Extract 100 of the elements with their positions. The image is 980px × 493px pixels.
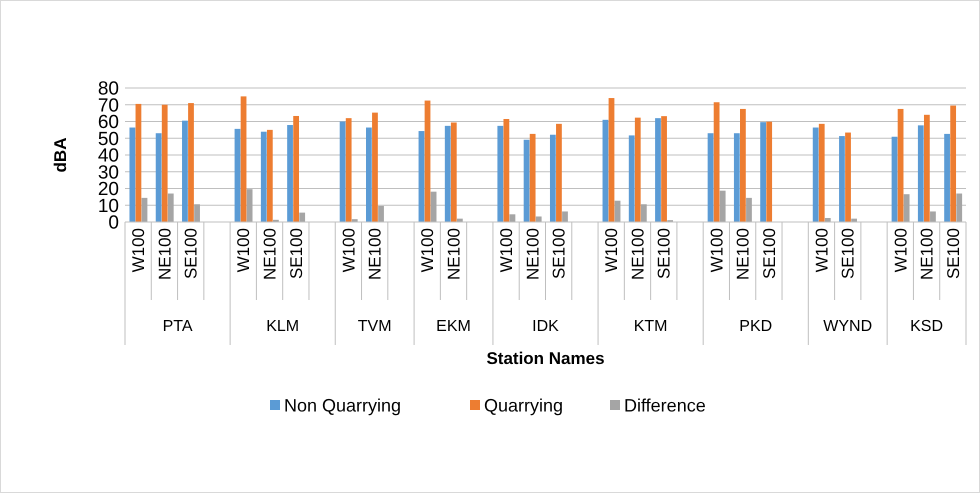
x-tick-label: NE100 <box>628 228 648 280</box>
x-tick-label: W100 <box>497 228 516 272</box>
bar <box>845 132 851 222</box>
text: KSD <box>910 318 944 335</box>
text: IDK <box>532 318 560 335</box>
x-tick-label: NE100 <box>366 228 385 280</box>
bar <box>266 130 273 222</box>
bar <box>168 194 174 222</box>
text: KLM <box>266 318 300 335</box>
bar <box>740 108 746 222</box>
bar <box>136 104 142 222</box>
bar <box>240 96 246 222</box>
x-tick-label: NE100 <box>918 228 937 280</box>
x-tick-label: W100 <box>602 228 622 272</box>
bar <box>640 204 647 222</box>
bar <box>430 192 436 222</box>
x-tick-label: SE100 <box>550 228 569 280</box>
bar <box>287 125 293 222</box>
x-axis-title: Station Names <box>486 349 605 368</box>
legend-label: Difference <box>624 395 706 416</box>
x-tick-label: NE100 <box>260 228 280 280</box>
bar <box>924 114 930 222</box>
bar <box>904 194 910 222</box>
bar <box>346 118 352 222</box>
bar <box>260 132 267 222</box>
bar <box>930 211 936 222</box>
bar <box>818 124 825 222</box>
bar <box>708 133 714 222</box>
bar <box>293 116 300 222</box>
x-tick-label: NE100 <box>155 228 174 280</box>
bar <box>299 212 306 222</box>
bar <box>444 126 451 222</box>
text: PTA <box>162 318 193 335</box>
text: WYND <box>823 318 872 335</box>
bar <box>524 140 530 222</box>
text: EKM <box>436 318 471 335</box>
bar <box>720 190 726 222</box>
bar <box>608 98 614 222</box>
x-tick-label: W100 <box>129 228 148 272</box>
bar <box>760 122 766 222</box>
bar <box>234 128 240 222</box>
bar <box>550 134 556 222</box>
bar <box>661 116 667 222</box>
bar <box>950 106 956 222</box>
x-tick-label: SE100 <box>760 228 779 280</box>
bar <box>456 218 463 222</box>
x-tick-label: W100 <box>234 228 254 272</box>
x-tick-label: W100 <box>812 228 832 272</box>
bar <box>766 122 772 222</box>
bar <box>418 131 424 222</box>
x-tick-label: SE100 <box>944 228 963 280</box>
x-tick-label: NE100 <box>523 228 542 280</box>
bar <box>246 189 253 222</box>
bar <box>194 204 200 222</box>
bar <box>556 124 562 222</box>
y-axis-title: dBA <box>51 138 70 172</box>
legend-label: Quarrying <box>484 395 564 416</box>
bar <box>366 128 372 222</box>
bar <box>424 100 430 222</box>
bar <box>497 126 504 222</box>
bar <box>162 104 168 222</box>
bar <box>530 134 536 222</box>
bar <box>156 133 162 222</box>
text: KTM <box>634 318 668 335</box>
x-tick-label: W100 <box>418 228 438 272</box>
bar <box>562 211 568 222</box>
bar <box>655 118 661 222</box>
x-tick-label: NE100 <box>734 228 753 280</box>
bar <box>142 198 148 222</box>
x-tick-label: W100 <box>339 228 358 272</box>
bar <box>372 112 378 222</box>
bar <box>851 218 857 222</box>
bar <box>956 194 962 222</box>
bar <box>614 200 620 222</box>
bar <box>746 198 752 222</box>
x-tick-label: W100 <box>891 228 910 272</box>
x-tick-label: NE100 <box>444 228 464 280</box>
text: PKD <box>739 318 772 335</box>
bar <box>602 120 608 222</box>
bar <box>944 134 950 222</box>
x-tick-label: SE100 <box>838 228 858 280</box>
bar <box>734 133 740 222</box>
legend-label: Non Quarrying <box>284 395 402 416</box>
bar <box>450 122 457 222</box>
bar <box>628 135 635 222</box>
bar <box>510 214 516 222</box>
x-tick-label: SE100 <box>182 228 201 280</box>
bar <box>188 103 194 222</box>
y-tick-label: 0 <box>108 212 119 234</box>
x-tick-label: SE100 <box>286 228 306 280</box>
bar <box>129 128 136 222</box>
text: TVM <box>358 318 392 335</box>
bar <box>714 102 720 222</box>
bar <box>898 108 904 222</box>
x-tick-label: SE100 <box>654 228 674 280</box>
x-tick-label: W100 <box>707 228 726 272</box>
bar <box>503 118 510 222</box>
bar <box>182 120 188 222</box>
bar <box>634 118 641 222</box>
bar <box>378 206 384 222</box>
